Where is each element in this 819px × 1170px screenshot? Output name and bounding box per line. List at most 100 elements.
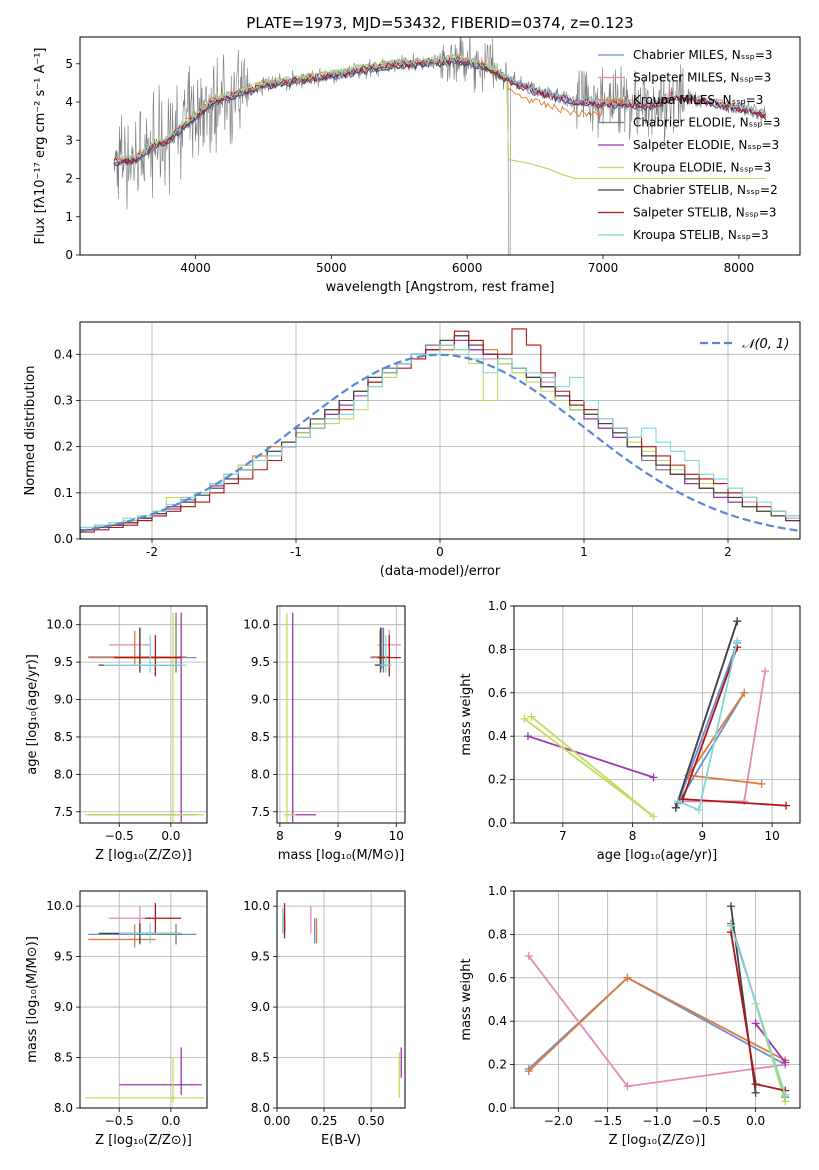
weight-line-kroupa_stelib <box>730 925 787 1096</box>
legend-label: 𝒩(0, 1) <box>742 337 789 352</box>
axes-residuals: -2 -1 0 1 2 0.0 0.1 0.2 0.3 0.4 (data-model)/error… <box>23 321 801 579</box>
x-tick-label: 0.0 <box>161 1114 180 1128</box>
y-tick-label: 7.5 <box>251 805 270 819</box>
y-axis-label: age [log₁₀(age/yr)] <box>25 654 40 775</box>
y-tick-label: 9.5 <box>54 655 73 669</box>
x-tick-label: 0 <box>436 545 444 559</box>
normal-curve <box>80 353 800 532</box>
y-axis-label: Flux [fλ10⁻¹⁷ erg cm⁻² s⁻¹ A⁻¹] <box>33 48 48 245</box>
x-tick-label: 7000 <box>588 261 619 275</box>
axes-z-age: −0.5 0.0 7.5 8.0 8.5 9.0 9.5 10.0 Z [log₁₀(Z/Z⊙)… <box>25 605 208 863</box>
y-tick-label: 0.0 <box>488 816 507 830</box>
weight-line-salpeter_elodie <box>527 735 654 779</box>
weight-line-salpeter_elodie <box>754 1022 786 1063</box>
y-tick-label: 8.5 <box>54 730 73 744</box>
x-tick-label: −0.5 <box>105 1114 134 1128</box>
legend-label: Chabrier MILES, Nₛₛₚ=3 <box>633 48 773 62</box>
x-tick-label: -1 <box>290 545 302 559</box>
y-tick-label: 0.6 <box>488 971 507 985</box>
x-tick-label: 0.0 <box>746 1114 765 1128</box>
y-tick-label: 10.0 <box>46 618 73 632</box>
residual-legend: 𝒩(0, 1) <box>700 337 789 352</box>
y-tick-label: 8.0 <box>251 1101 270 1115</box>
x-tick-label: 0.25 <box>311 1114 338 1128</box>
y-tick-label: 5 <box>65 57 73 71</box>
axes-frame <box>79 890 208 1109</box>
y-tick-label: 0.0 <box>488 1101 507 1115</box>
y-tick-label: 0.4 <box>54 347 73 361</box>
y-tick-label: 10.0 <box>243 618 270 632</box>
axes-age-weight: 7 8 9 10 0.0 0.2 0.4 0.6 0.8 1.0 age [log₁₀(age/yr… <box>459 599 801 863</box>
legend-label: Salpeter MILES, Nₛₛₚ=3 <box>633 71 771 85</box>
plot-area-mass-age <box>283 612 401 823</box>
x-tick-label: −0.5 <box>692 1114 721 1128</box>
legend-label: Salpeter ELODIE, Nₛₛₚ=3 <box>633 138 779 152</box>
y-axis-label: mass weight <box>459 673 474 755</box>
x-tick-label: 6000 <box>452 261 483 275</box>
x-tick-label: 0.50 <box>358 1114 385 1128</box>
weight-line-salpeter_stelib <box>681 646 787 807</box>
plot-area-spectrum <box>113 37 767 255</box>
x-tick-label: 9 <box>699 829 707 843</box>
x-axis-label: mass [log₁₀(M/M⊙)] <box>278 848 405 863</box>
y-tick-label: 3 <box>65 133 73 147</box>
y-tick-label: 9.0 <box>54 1000 73 1014</box>
y-tick-label: 0.4 <box>488 729 507 743</box>
x-tick-label: 5000 <box>316 261 347 275</box>
y-tick-label: 9.0 <box>251 1000 270 1014</box>
axes-mass-age: 8 9 10 7.5 8.0 8.5 9.0 9.5 10.0 mass [log₁₀(M/M⊙)… <box>243 605 406 863</box>
y-tick-label: 0 <box>65 248 73 262</box>
y-tick-label: 0.3 <box>54 393 73 407</box>
x-axis-label: wavelength [Angstrom, rest frame] <box>326 280 555 295</box>
x-tick-label: −1.0 <box>642 1114 671 1128</box>
y-axis-label: mass [log₁₀(M/M⊙)] <box>25 936 40 1063</box>
y-tick-label: 2 <box>65 172 73 186</box>
histogram-salpeter_stelib <box>80 328 800 539</box>
legend-label: Salpeter STELIB, Nₛₛₚ=3 <box>633 206 777 220</box>
x-tick-label: 9 <box>334 829 342 843</box>
y-tick-label: 0.1 <box>54 486 73 500</box>
legend-label: Kroupa STELIB, Nₛₛₚ=3 <box>633 228 769 242</box>
legend-label: Chabrier STELIB, Nₛₛₚ=2 <box>633 183 778 197</box>
weight-line-chabrier_stelib <box>674 620 739 809</box>
axes-frame <box>79 321 801 540</box>
plot-area-z-mass <box>85 903 204 1103</box>
y-tick-label: 9.0 <box>251 693 270 707</box>
x-axis-label: Z [log₁₀(Z/Z⊙)] <box>95 848 192 863</box>
legend-label: Kroupa ELODIE, Nₛₛₚ=3 <box>633 161 771 175</box>
axes-frame <box>513 605 801 824</box>
y-tick-label: 10.0 <box>46 899 73 913</box>
plot-area-residuals <box>80 328 800 539</box>
x-axis-label: E(B-V) <box>321 1133 361 1148</box>
y-tick-label: 7.5 <box>54 805 73 819</box>
y-tick-label: 1 <box>65 210 73 224</box>
axes-frame <box>79 605 208 824</box>
axes-frame <box>276 605 406 824</box>
x-tick-label: −2.0 <box>544 1114 573 1128</box>
axes-frame <box>513 890 801 1109</box>
y-tick-label: 8.0 <box>251 767 270 781</box>
y-tick-label: 9.5 <box>251 950 270 964</box>
model-spectrum-chabrier_stelib <box>113 58 767 167</box>
axes-frame <box>276 890 406 1109</box>
x-tick-label: 1 <box>580 545 588 559</box>
legend-label: Chabrier ELODIE, Nₛₛₚ=3 <box>633 116 780 130</box>
y-tick-label: 0.2 <box>54 440 73 454</box>
x-tick-label: 4000 <box>180 261 211 275</box>
y-tick-label: 8.5 <box>251 730 270 744</box>
x-tick-label: −1.5 <box>593 1114 622 1128</box>
x-tick-label: -2 <box>146 545 158 559</box>
weight-line-kroupa_elodie <box>523 716 655 818</box>
model-spectrum-kroupa_stelib <box>113 54 767 163</box>
plot-area-z-weight <box>524 902 790 1106</box>
y-tick-label: 9.5 <box>54 950 73 964</box>
x-tick-label: 8 <box>629 829 637 843</box>
axes-ebv-mass: 0.00 0.25 0.50 8.0 8.5 9.0 9.5 10.0 E(B-V) <box>243 890 406 1148</box>
y-tick-label: 8.0 <box>54 1101 73 1115</box>
x-axis-label: Z [log₁₀(Z/Z⊙)] <box>95 1133 192 1148</box>
x-tick-label: 0.0 <box>161 829 180 843</box>
y-tick-label: 4 <box>65 95 73 109</box>
x-tick-label: 0.00 <box>264 1114 291 1128</box>
y-tick-label: 0.8 <box>488 927 507 941</box>
